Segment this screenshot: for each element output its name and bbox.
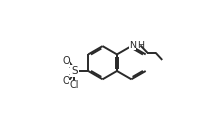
Text: O: O: [62, 76, 70, 86]
Text: H: H: [137, 41, 144, 50]
Text: S: S: [71, 66, 78, 76]
Text: O: O: [62, 56, 70, 66]
Text: Cl: Cl: [70, 80, 79, 90]
Text: N: N: [129, 41, 136, 50]
